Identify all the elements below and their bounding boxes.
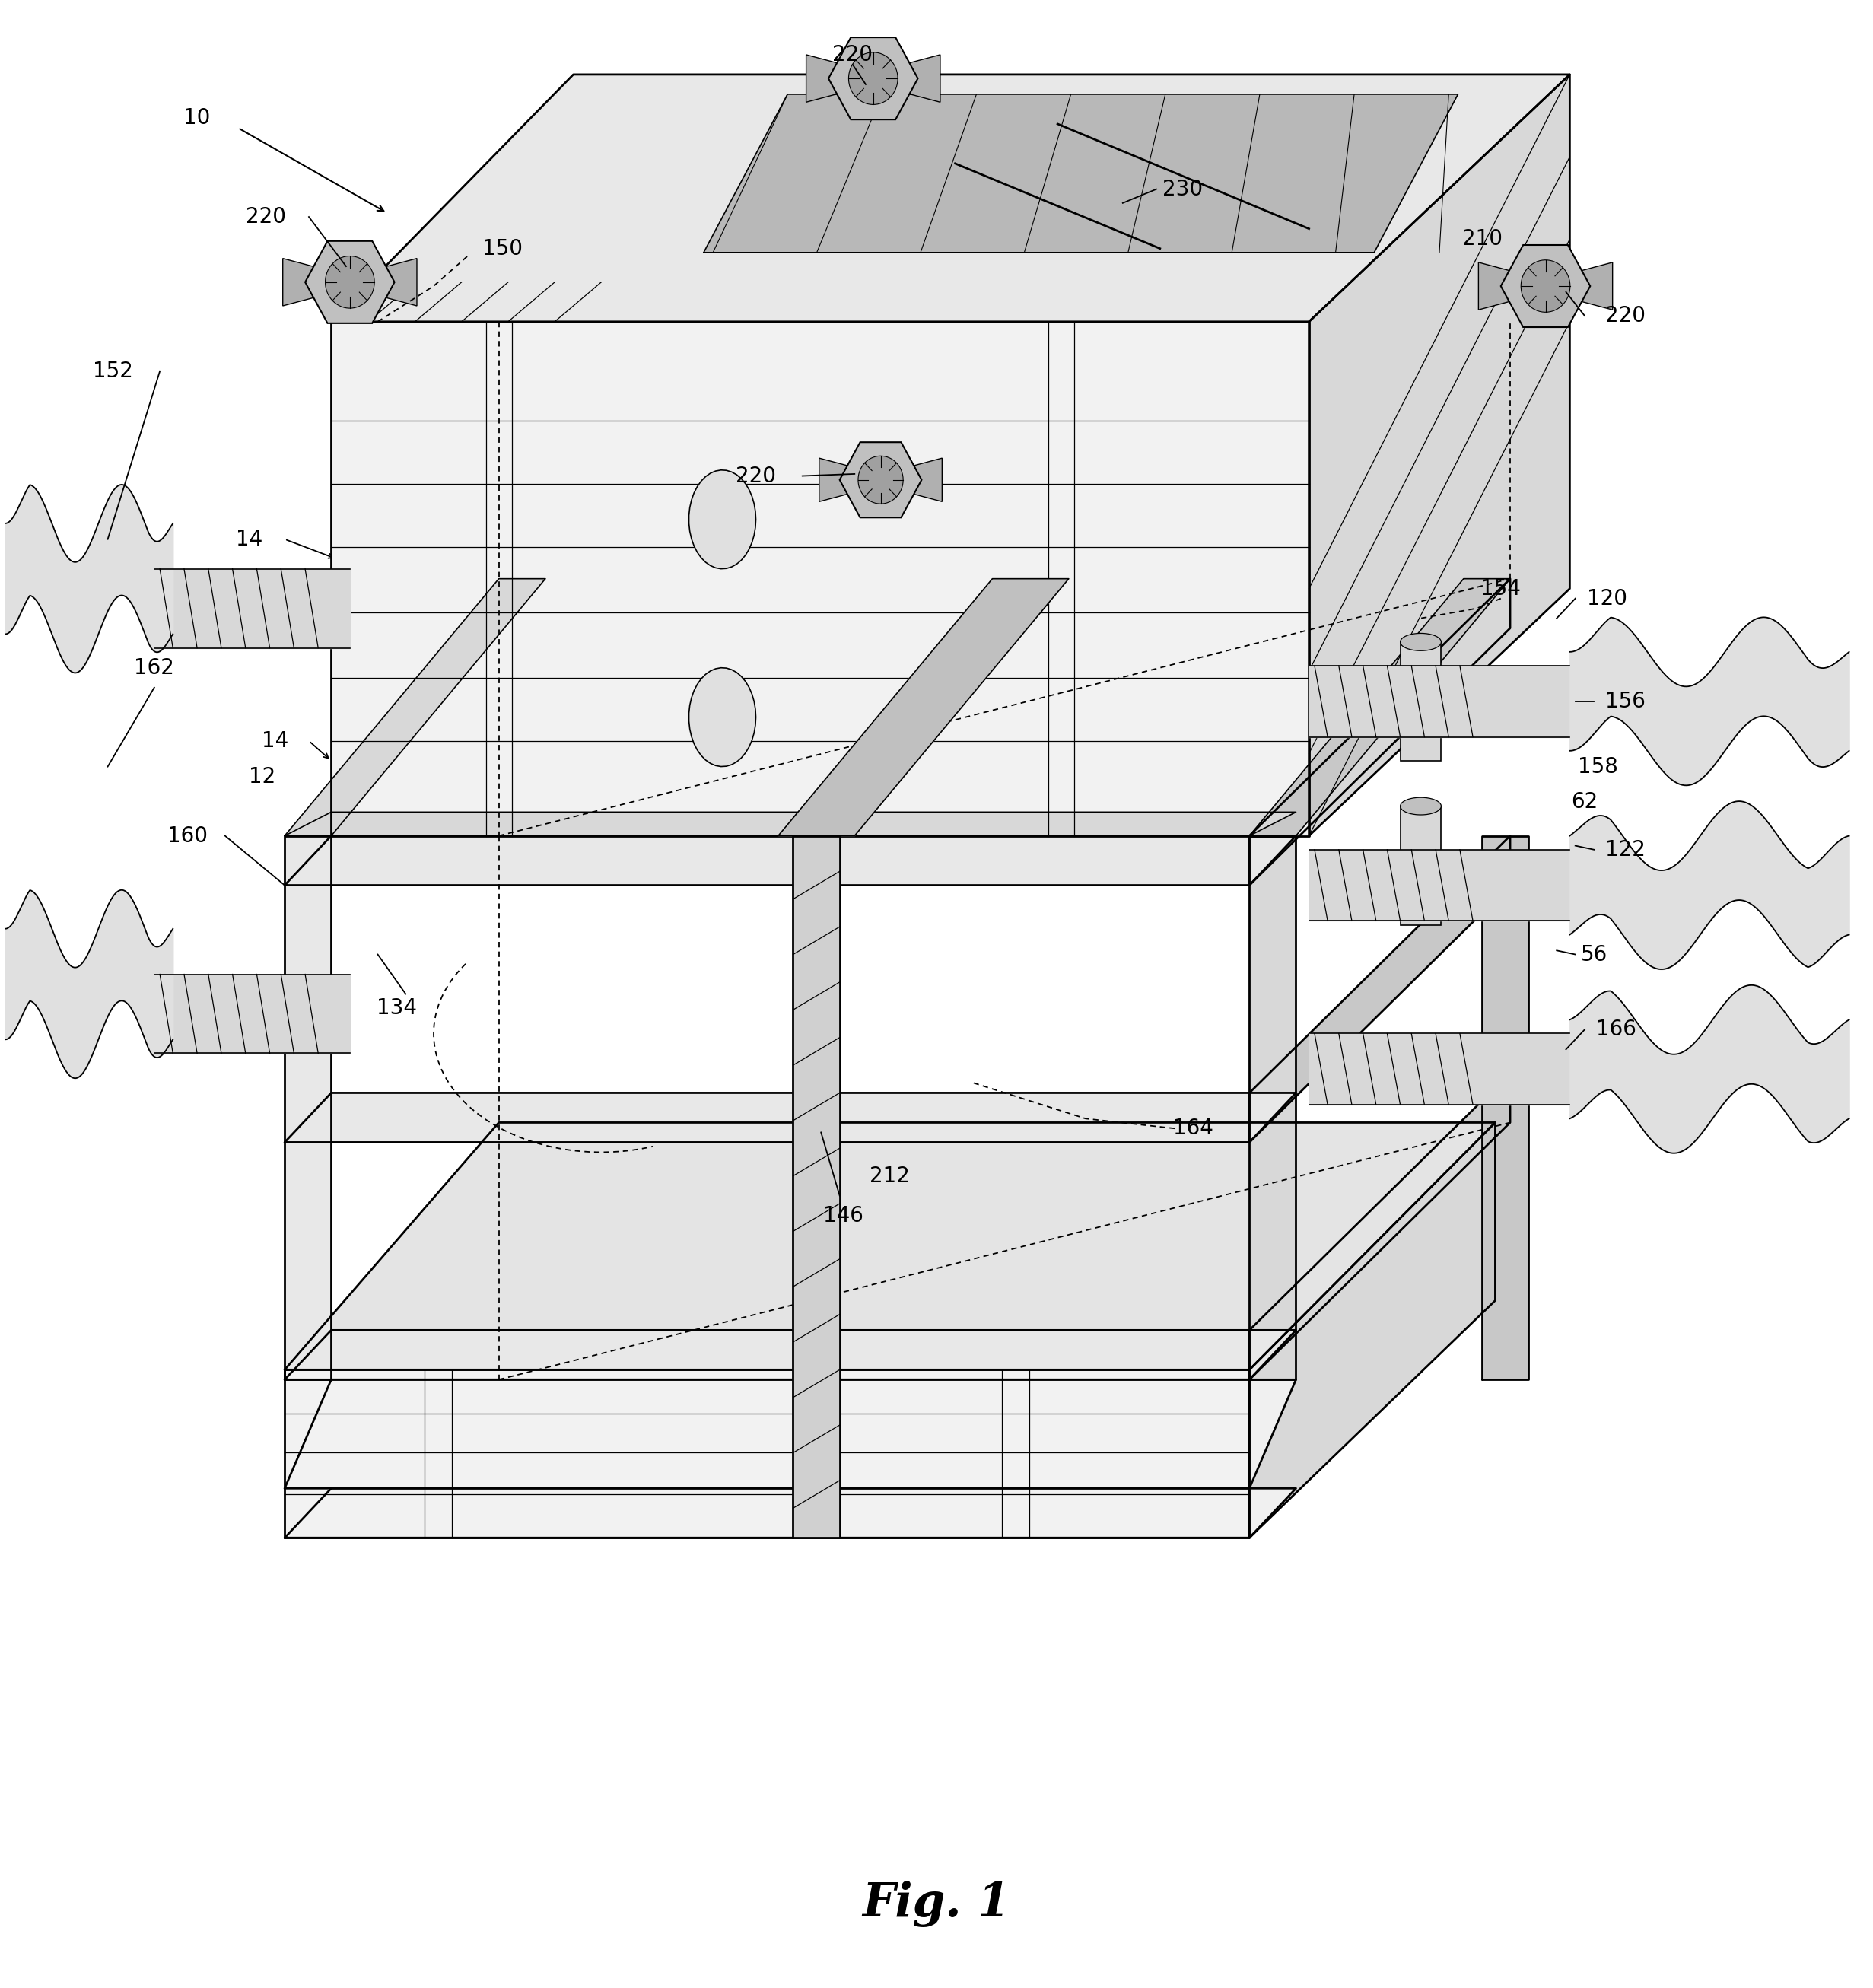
Polygon shape [805, 56, 841, 101]
Text: 14: 14 [236, 529, 262, 551]
Polygon shape [905, 56, 940, 101]
Text: 152: 152 [94, 360, 133, 382]
Text: 164: 164 [1172, 1117, 1214, 1139]
Polygon shape [285, 1380, 1296, 1489]
Text: 156: 156 [1605, 690, 1646, 712]
Polygon shape [839, 441, 922, 517]
Text: 122: 122 [1605, 839, 1646, 861]
Text: 212: 212 [869, 1165, 910, 1187]
Text: 146: 146 [824, 1205, 863, 1227]
Polygon shape [1500, 245, 1590, 328]
Text: Fig. 1: Fig. 1 [863, 1881, 1010, 1926]
Polygon shape [1249, 1123, 1495, 1539]
Polygon shape [285, 1370, 1249, 1539]
Polygon shape [1309, 74, 1570, 835]
Polygon shape [1401, 807, 1440, 924]
Polygon shape [283, 258, 318, 306]
Polygon shape [285, 1489, 1296, 1539]
Text: 220: 220 [736, 465, 775, 487]
Polygon shape [689, 469, 757, 569]
Text: 134: 134 [376, 998, 416, 1018]
Polygon shape [689, 668, 757, 767]
Text: 160: 160 [169, 825, 208, 847]
Polygon shape [858, 455, 903, 503]
Text: 154: 154 [1482, 579, 1521, 598]
Polygon shape [1401, 642, 1440, 761]
Polygon shape [285, 1330, 1296, 1380]
Polygon shape [332, 74, 1570, 322]
Text: 158: 158 [1577, 755, 1618, 777]
Polygon shape [1401, 797, 1440, 815]
Polygon shape [1249, 579, 1510, 835]
Polygon shape [1478, 262, 1513, 310]
Text: 56: 56 [1581, 944, 1607, 964]
Text: 162: 162 [135, 658, 174, 678]
Polygon shape [285, 811, 1296, 835]
Text: 120: 120 [1586, 588, 1628, 608]
Polygon shape [848, 52, 897, 105]
Text: 220: 220 [832, 44, 873, 66]
Polygon shape [1249, 1074, 1510, 1380]
Text: 210: 210 [1463, 229, 1502, 248]
Polygon shape [285, 835, 332, 1380]
Polygon shape [1249, 579, 1510, 885]
Text: 10: 10 [184, 107, 210, 129]
Text: 220: 220 [245, 207, 287, 227]
Polygon shape [1401, 634, 1440, 650]
Polygon shape [828, 38, 918, 119]
Polygon shape [819, 457, 852, 501]
Polygon shape [1482, 835, 1528, 1380]
Text: 12: 12 [249, 765, 275, 787]
Polygon shape [1249, 835, 1510, 1143]
Text: 166: 166 [1596, 1020, 1637, 1040]
Text: 220: 220 [1605, 304, 1646, 326]
Polygon shape [285, 1093, 1296, 1143]
Polygon shape [285, 835, 1296, 885]
Text: 14: 14 [262, 730, 288, 751]
Polygon shape [1249, 835, 1296, 1380]
Polygon shape [305, 241, 395, 324]
Text: 150: 150 [483, 239, 523, 258]
Polygon shape [285, 1123, 1495, 1370]
Polygon shape [380, 258, 418, 306]
Polygon shape [326, 256, 375, 308]
Text: 62: 62 [1571, 791, 1598, 813]
Polygon shape [1577, 262, 1613, 310]
Polygon shape [908, 457, 942, 501]
Text: 230: 230 [1161, 179, 1202, 201]
Polygon shape [704, 93, 1457, 252]
Polygon shape [792, 835, 839, 1539]
Polygon shape [1521, 260, 1570, 312]
Polygon shape [777, 579, 1069, 835]
Polygon shape [332, 322, 1309, 835]
Polygon shape [285, 579, 545, 835]
